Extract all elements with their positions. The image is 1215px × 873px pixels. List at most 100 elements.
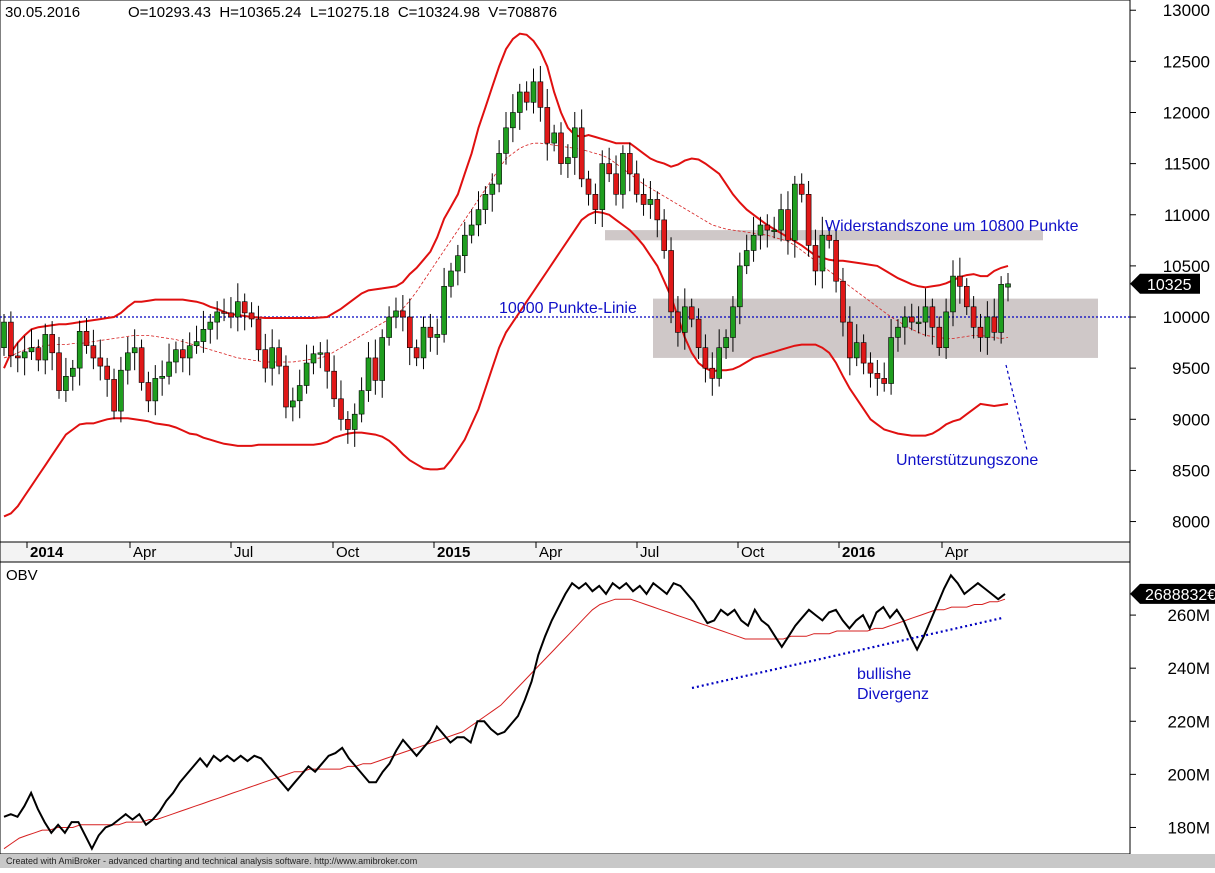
candle-body [358, 390, 365, 415]
candle-body [207, 321, 214, 330]
header-date: 30.05.2016 [5, 4, 80, 21]
candle-body [90, 345, 97, 359]
candle-body [874, 372, 881, 379]
candle-body [214, 311, 220, 323]
candle-body [345, 418, 351, 430]
candle-body [145, 382, 152, 402]
candle-body [681, 306, 688, 333]
candle-body [455, 255, 461, 272]
candle-body [530, 81, 537, 103]
candle-body [853, 342, 860, 359]
candle-body [331, 370, 337, 400]
candle-body [28, 347, 35, 353]
candle-body [695, 318, 702, 349]
candle-body [393, 310, 399, 318]
candle-body [578, 127, 585, 180]
candle-body [943, 311, 949, 348]
candle-body [76, 330, 83, 369]
candle-body [166, 361, 172, 377]
x-tick-label: Apr [133, 544, 156, 561]
candle-body [716, 347, 723, 379]
candle-body [661, 219, 668, 251]
footer-credit: Created with AmiBroker - advanced charti… [0, 854, 1215, 868]
candle-body [798, 183, 805, 195]
candle-body [186, 345, 193, 359]
candle-body [475, 209, 482, 226]
candle-body [647, 199, 654, 205]
candle-body [70, 367, 76, 377]
candle-body [8, 321, 14, 357]
obv-y-tick-label: 200M [1167, 765, 1210, 784]
obv-moving-average [3, 598, 1006, 850]
candle-body [633, 173, 640, 195]
x-tick-label: Oct [336, 544, 360, 561]
candle-body [736, 265, 743, 308]
candle-body [888, 337, 894, 384]
candle-body [489, 183, 496, 195]
x-tick-label: 2016 [842, 544, 875, 561]
candle-body [826, 234, 833, 241]
candle-body [159, 375, 165, 379]
candle-body [503, 127, 509, 154]
candle-body [558, 132, 564, 164]
x-tick-label: Oct [741, 544, 765, 561]
candle-body [448, 270, 454, 287]
candle-body [83, 330, 90, 346]
candle-body [819, 234, 826, 272]
candle-body [255, 318, 262, 351]
candle-body [867, 362, 874, 374]
candle-body [173, 349, 179, 363]
bollinger-upper [3, 32, 1009, 369]
candle-body [324, 352, 331, 372]
candle-body [400, 310, 406, 318]
candle-body [599, 163, 606, 210]
candle-body [434, 334, 441, 338]
candle-body [812, 245, 819, 272]
candle-body [915, 321, 922, 324]
candle-body [276, 347, 282, 367]
candle-body [571, 127, 578, 158]
x-tick-label: Jul [234, 544, 253, 561]
candle-body [1005, 283, 1011, 288]
candle-body [730, 306, 736, 338]
candle-body [895, 326, 901, 338]
last-value-tag [1130, 273, 1200, 294]
candle-body [840, 280, 846, 323]
candle-body [262, 349, 269, 369]
candle-body [441, 285, 447, 335]
candle-body [998, 283, 1004, 333]
candle-body [269, 347, 276, 369]
candle-body [241, 301, 248, 314]
candle-body [427, 326, 434, 338]
obv-title: OBV [6, 567, 38, 584]
y-tick-label: 12000 [1163, 103, 1210, 122]
annotation-resistance: Widerstandszone um 10800 Punkte [825, 218, 1079, 235]
candle-body [97, 357, 104, 367]
candle-body [654, 199, 661, 221]
candle-body [42, 334, 49, 361]
candle-body [296, 385, 303, 402]
zone-support [653, 298, 1098, 358]
candle-body [351, 413, 358, 430]
candle-body [743, 250, 750, 267]
y-tick-label: 11500 [1164, 155, 1210, 174]
candle-body [847, 321, 853, 359]
y-tick-label: 10500 [1163, 257, 1210, 276]
candle-body [386, 316, 392, 338]
candle-body [310, 353, 317, 364]
candle-body [750, 234, 757, 251]
x-tick-label: Jul [640, 544, 659, 561]
y-tick-label: 12500 [1163, 52, 1210, 71]
candle-body [902, 316, 908, 328]
candle-body [785, 209, 791, 241]
x-tick-label: 2014 [30, 544, 64, 561]
candle-body [15, 355, 21, 359]
x-tick-label: Apr [539, 544, 562, 561]
candle-body [461, 234, 468, 256]
candle-body [709, 367, 716, 379]
candle-body [365, 357, 372, 391]
candle-body [640, 194, 647, 205]
candle-body [289, 400, 296, 408]
candle-body [406, 316, 413, 349]
candle-body [235, 301, 241, 318]
